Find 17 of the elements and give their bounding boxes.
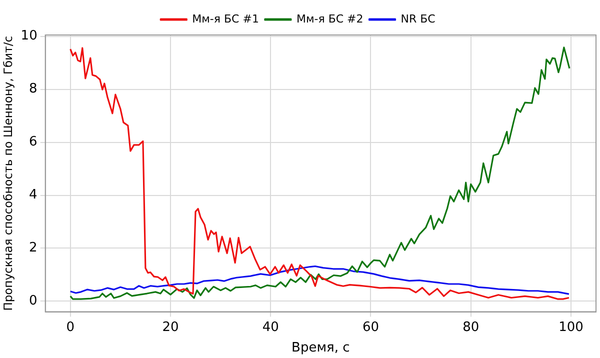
y-axis-title: Пропускная способность по Шеннону, Гбит/с — [0, 36, 15, 311]
x-tick-label: 60 — [362, 320, 380, 335]
y-tick-label: 10 — [20, 28, 38, 44]
y-tick-label: 2 — [29, 240, 38, 256]
y-tick-label: 4 — [29, 188, 38, 203]
x-tick-label: 0 — [66, 320, 75, 335]
y-tick-label: 0 — [29, 294, 38, 309]
x-tick-label: 20 — [162, 320, 179, 335]
y-tick-label: 8 — [29, 82, 38, 97]
legend-label: Мм-я БС #1 — [192, 12, 259, 26]
x-tick-label: 100 — [558, 320, 584, 335]
x-tick-label: 80 — [462, 320, 480, 335]
x-tick-label: 40 — [262, 320, 279, 335]
y-tick-label: 6 — [29, 134, 38, 150]
legend-label: NR БС — [400, 12, 436, 26]
legend-label: Мм-я БС #2 — [296, 12, 364, 26]
x-axis-title: Время, с — [292, 340, 350, 356]
